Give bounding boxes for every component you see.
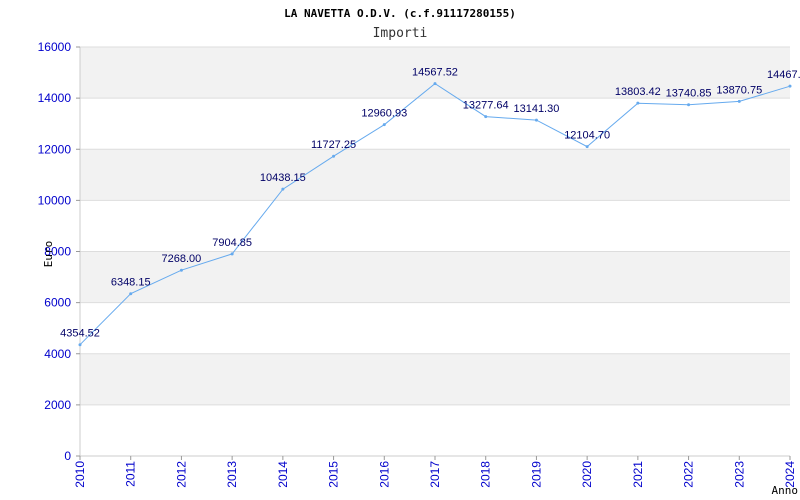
- data-point: [129, 292, 133, 296]
- x-axis-label: Anno: [772, 484, 799, 497]
- x-tick-label: 2012: [174, 461, 188, 488]
- data-point: [332, 154, 336, 158]
- data-label: 12960.93: [361, 108, 407, 120]
- x-tick-label: 2017: [428, 461, 442, 488]
- y-tick-label: 6000: [44, 296, 71, 310]
- data-point: [433, 82, 437, 86]
- y-tick-labels: 0 2000 4000 6000 8000 10000 12000 14000 16000: [38, 40, 80, 463]
- x-tick-label: 2023: [732, 461, 746, 488]
- data-point: [78, 343, 82, 347]
- plot-band: [80, 98, 790, 150]
- data-point: [585, 145, 589, 149]
- x-tick-label: 2021: [631, 461, 645, 488]
- plot-band: [80, 251, 790, 303]
- plot-band: [80, 47, 790, 99]
- data-point: [484, 115, 488, 119]
- y-axis-label: Euro: [42, 241, 55, 268]
- plot-band: [80, 353, 790, 405]
- data-label: 13803.42: [615, 86, 661, 98]
- y-tick-label: 2000: [44, 398, 71, 412]
- x-tick-label: 2019: [529, 461, 543, 488]
- data-point: [281, 187, 285, 191]
- data-label: 13870.75: [716, 84, 762, 96]
- plot-background-bands: [80, 47, 790, 456]
- data-point: [687, 103, 691, 107]
- data-point: [534, 118, 538, 122]
- data-label: 10438.15: [260, 172, 306, 184]
- data-point: [737, 99, 741, 103]
- data-point: [788, 84, 792, 88]
- x-tick-label: 2011: [124, 461, 138, 487]
- chart-title: LA NAVETTA O.D.V. (c.f.91117280155): [284, 7, 516, 20]
- data-point: [636, 101, 640, 105]
- data-label: 13141.30: [513, 103, 559, 115]
- y-tick-label: 0: [64, 449, 71, 463]
- data-point: [179, 268, 183, 272]
- x-tick-label: 2013: [225, 461, 239, 488]
- plot-band: [80, 200, 790, 252]
- x-tick-label: 2020: [580, 461, 594, 488]
- x-tick-label: 2016: [377, 461, 391, 488]
- plot-band: [80, 404, 790, 456]
- data-label: 14467.80: [767, 69, 800, 81]
- y-tick-label: 4000: [44, 347, 71, 361]
- x-tick-labels: 2010 2011 2012 2013 2014 2015 2016 2017 2018 2019…: [73, 456, 797, 488]
- chart-subtitle: Importi: [373, 26, 428, 41]
- data-labels: 4354.52 6348.15 7268.00 7904.85 10438.15 1172…: [60, 67, 800, 340]
- data-label: 12104.70: [564, 130, 610, 142]
- data-label: 13277.64: [463, 100, 509, 112]
- y-tick-label: 16000: [38, 40, 72, 54]
- data-label: 11727.25: [311, 139, 356, 151]
- plot-band: [80, 149, 790, 201]
- y-tick-label: 8000: [44, 245, 71, 259]
- data-label: 6348.15: [111, 277, 151, 289]
- data-label: 7268.00: [162, 253, 202, 265]
- y-tick-label: 12000: [38, 142, 72, 156]
- series-line: [78, 82, 792, 347]
- x-tick-label: 2014: [276, 461, 290, 488]
- data-point: [382, 123, 386, 127]
- x-tick-label: 2022: [682, 461, 696, 488]
- plot-band: [80, 302, 790, 354]
- x-tick-label: 2015: [327, 461, 341, 488]
- x-tick-label: 2010: [73, 461, 87, 488]
- x-tick-label: 2024: [783, 461, 797, 488]
- x-tick-label: 2018: [479, 461, 493, 488]
- y-tick-label: 10000: [38, 193, 72, 207]
- data-label: 13740.85: [666, 88, 712, 100]
- data-point: [230, 252, 234, 256]
- data-label: 7904.85: [212, 237, 252, 249]
- y-tick-label: 14000: [38, 91, 72, 105]
- data-label: 14567.52: [412, 67, 458, 79]
- data-label: 4354.52: [60, 328, 100, 340]
